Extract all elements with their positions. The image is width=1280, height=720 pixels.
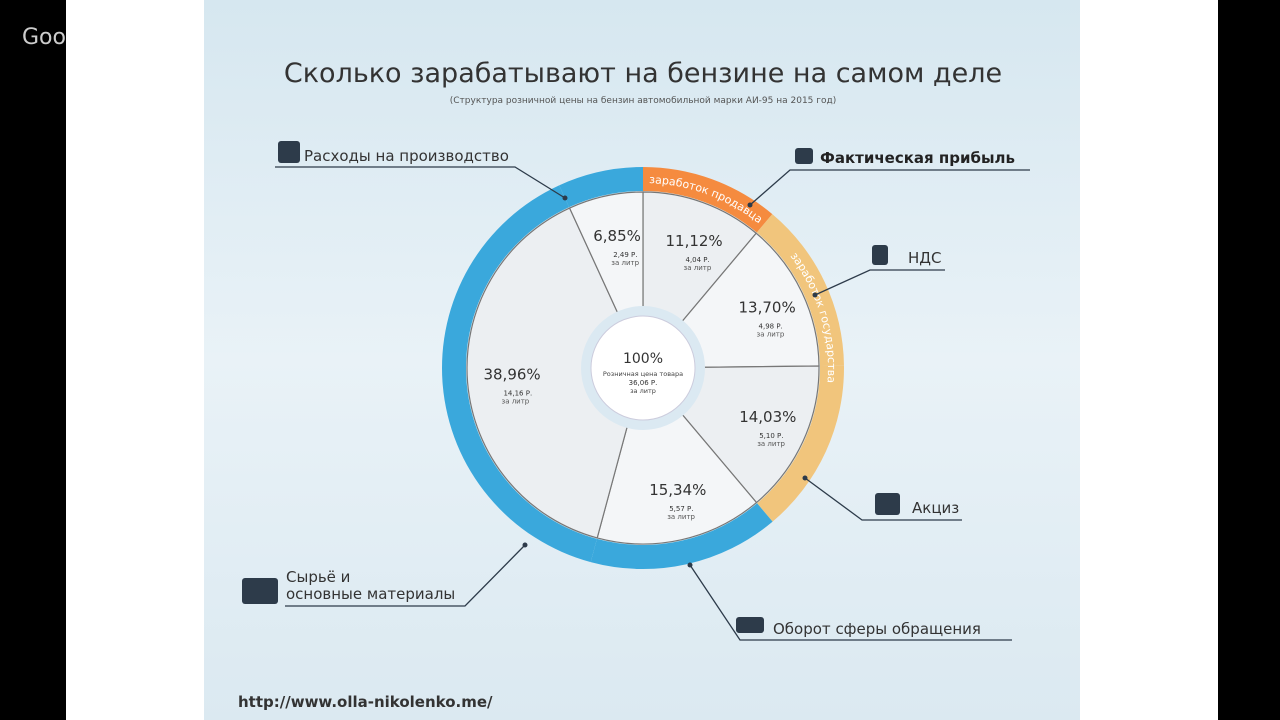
icon bbox=[795, 148, 813, 164]
unit-label: за литр bbox=[757, 330, 785, 338]
watermark: Google bbox=[22, 25, 100, 50]
price-label: 5,10 Р. bbox=[759, 432, 783, 440]
value-label: 15,34% bbox=[649, 481, 706, 499]
value-label: 13,70% bbox=[739, 298, 796, 316]
leader-dot bbox=[802, 475, 808, 481]
chart-title: Сколько зарабатывают на бензине на самом… bbox=[284, 58, 1002, 89]
total-label: 100% bbox=[623, 351, 663, 367]
leader-line bbox=[285, 544, 526, 607]
total-unit: за литр bbox=[630, 387, 656, 395]
leader-dot bbox=[687, 562, 693, 568]
price-label: 5,57 Р. bbox=[669, 505, 693, 513]
value-label: 6,85% bbox=[593, 227, 641, 245]
unit-label: за литр bbox=[611, 259, 639, 267]
icon bbox=[875, 493, 900, 515]
leader-line bbox=[275, 166, 566, 199]
icon bbox=[278, 141, 300, 163]
ring-segment bbox=[590, 503, 773, 569]
unit-label: за литр bbox=[757, 440, 785, 448]
unit-label: за литр bbox=[667, 513, 695, 521]
unit-label: за литр bbox=[683, 264, 711, 272]
footer-url: http://www.olla-nikolenko.me/ bbox=[238, 693, 493, 711]
hole bbox=[590, 315, 696, 421]
category-label: Сырьё и основные материалы bbox=[286, 568, 456, 603]
leader-dot bbox=[747, 202, 753, 208]
total-caption: Розничная цена товара bbox=[603, 370, 683, 378]
price-label: 14,16 Р. bbox=[503, 390, 532, 398]
category-label: НДС bbox=[908, 249, 942, 267]
leader-dot bbox=[562, 195, 568, 201]
price-label: 4,04 Р. bbox=[685, 256, 709, 264]
leader-line bbox=[749, 169, 1030, 206]
value-label: 14,03% bbox=[739, 408, 796, 426]
total-price: 36,06 Р. bbox=[629, 379, 658, 387]
price-label: 2,49 Р. bbox=[613, 251, 637, 259]
category-label: Фактическая прибыль bbox=[820, 149, 1016, 167]
slice bbox=[466, 207, 644, 539]
icon bbox=[242, 578, 278, 604]
leader-line bbox=[814, 269, 945, 296]
ring-segment bbox=[442, 185, 597, 563]
value-label: 38,96% bbox=[483, 366, 540, 384]
chart-subtitle: (Структура розничной цены на бензин авто… bbox=[450, 96, 836, 106]
leader-dot bbox=[812, 292, 818, 298]
leader-dot bbox=[522, 542, 528, 548]
price-label: 4,98 Р. bbox=[759, 322, 783, 330]
value-label: 11,12% bbox=[665, 232, 722, 250]
icon bbox=[736, 617, 764, 633]
ring-segment bbox=[643, 167, 773, 233]
unit-label: за литр bbox=[501, 398, 529, 406]
category-label: Расходы на производство bbox=[304, 147, 509, 165]
category-label: Акциз bbox=[912, 499, 960, 517]
ring-segment bbox=[559, 167, 643, 208]
leader-line bbox=[804, 477, 962, 521]
ring-segment bbox=[757, 365, 844, 522]
leader-line bbox=[689, 564, 1012, 641]
ring-segment bbox=[756, 214, 844, 366]
icon bbox=[872, 245, 888, 265]
category-label: Оборот сферы обращения bbox=[773, 620, 981, 638]
